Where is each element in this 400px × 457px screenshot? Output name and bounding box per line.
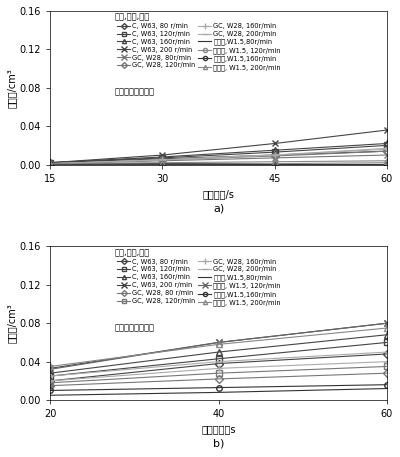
Text: a): a): [213, 203, 224, 213]
Text: b): b): [213, 438, 224, 448]
Y-axis label: 研磨量/cm³: 研磨量/cm³: [7, 303, 17, 343]
Legend: C, W63, 80 r/min, C, W63, 120r/min, C, W63, 160r/min, C, W63, 200 r/min, GC, W28: C, W63, 80 r/min, C, W63, 120r/min, C, W…: [114, 21, 284, 74]
X-axis label: 研磨时间/s: 研磨时间/s: [203, 189, 234, 199]
Text: 工件材料：氧化铝: 工件材料：氧化铝: [114, 88, 154, 97]
Y-axis label: 研磨量/cm³: 研磨量/cm³: [7, 68, 17, 108]
Legend: C, W63, 80 r/min, C, W63, 120r/min, C, W63, 160r/min, C, W63, 200 r/min, GC, W28: C, W63, 80 r/min, C, W63, 120r/min, C, W…: [114, 256, 284, 309]
Text: 工件材料：钛酸钡: 工件材料：钛酸钡: [114, 323, 154, 332]
X-axis label: 研磨时间／s: 研磨时间／s: [201, 425, 236, 435]
Text: 磨料,粒度,转速: 磨料,粒度,转速: [114, 248, 150, 257]
Text: 磨料,粒度,转速: 磨料,粒度,转速: [114, 12, 150, 21]
